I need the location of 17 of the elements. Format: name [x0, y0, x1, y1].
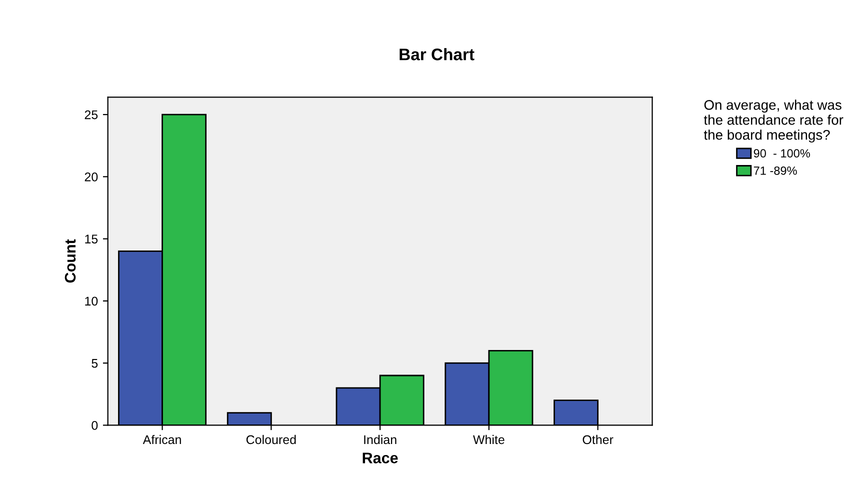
y-tick-label: 25: [84, 110, 98, 120]
y-axis-title: Count: [64, 239, 76, 283]
x-tick-label: African: [142, 434, 181, 444]
y-tick-label: 20: [84, 172, 98, 182]
legend-label: 90 - 100%: [754, 149, 810, 158]
y-tick-label: 15: [85, 234, 98, 244]
y-tick-label: 10: [85, 296, 98, 306]
y-tick-label: 5: [92, 359, 98, 368]
x-tick-label: Indian: [364, 434, 396, 444]
chart-title: Bar Chart: [400, 48, 474, 60]
y-tick-label: 0: [92, 421, 98, 430]
x-tick-label: Coloured: [246, 434, 296, 444]
legend-title: On average, what was the attendance rate for the board meetings?: [704, 100, 844, 143]
x-axis-title: Race: [362, 452, 398, 464]
legend-label: 71 -89%: [754, 166, 797, 175]
x-tick-label: White: [473, 434, 504, 444]
x-tick-label: Other: [582, 434, 614, 444]
